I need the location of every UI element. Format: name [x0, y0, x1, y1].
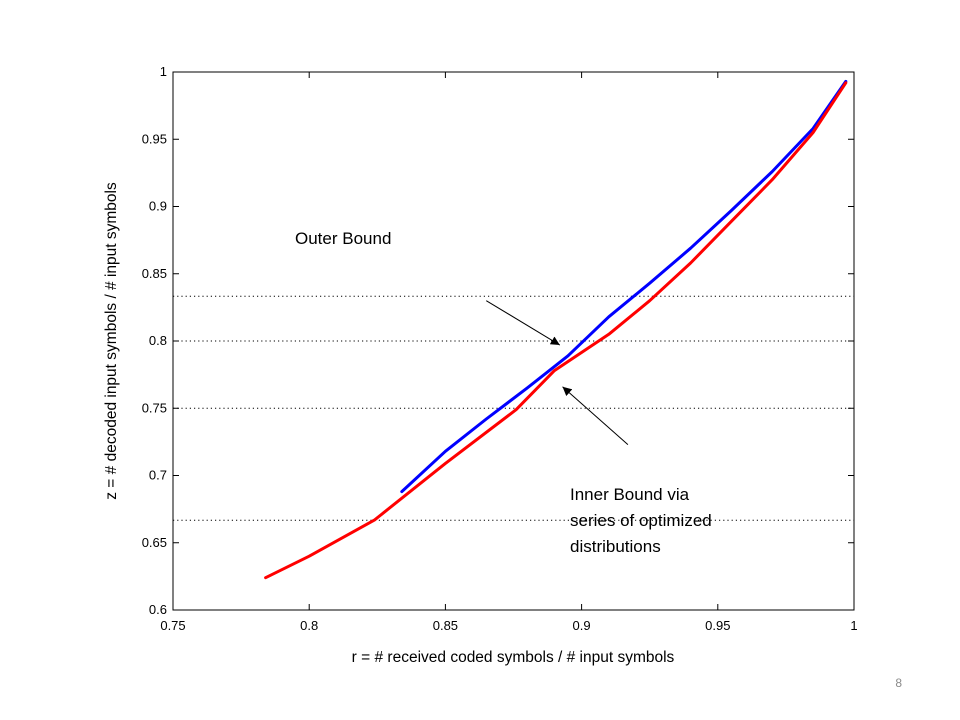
- y-tick-label: 0.65: [142, 535, 167, 550]
- slide-page-number: 8: [895, 676, 902, 690]
- y-tick-label: 0.8: [149, 333, 167, 348]
- y-axis-label: z = # decoded input symbols / # input sy…: [103, 182, 120, 500]
- series-line-1: [264, 81, 848, 580]
- annotation-text-1: distributions: [570, 537, 661, 556]
- y-tick-label: 1: [160, 64, 167, 79]
- x-tick-label: 1: [850, 618, 857, 633]
- annotation-text-1: series of optimized: [570, 511, 712, 530]
- x-tick-label: 0.8: [300, 618, 318, 633]
- y-tick-label: 0.9: [149, 199, 167, 214]
- x-tick-label: 0.9: [573, 618, 591, 633]
- y-tick-label: 0.6: [149, 602, 167, 617]
- x-tick-label: 0.75: [160, 618, 185, 633]
- annotation-arrow-1: [562, 386, 629, 445]
- y-tick-label: 0.85: [142, 266, 167, 281]
- annotation-text-0: Outer Bound: [295, 229, 391, 248]
- x-tick-label: 0.95: [705, 618, 730, 633]
- y-tick-label: 0.75: [142, 400, 167, 415]
- annotation-arrow-0: [486, 300, 561, 346]
- x-axis-label: r = # received coded symbols / # input s…: [352, 649, 675, 666]
- annotation-text-1: Inner Bound via: [570, 485, 690, 504]
- y-tick-label: 0.95: [142, 131, 167, 146]
- series-line-0: [400, 79, 848, 494]
- x-tick-label: 0.85: [433, 618, 458, 633]
- y-tick-label: 0.7: [149, 468, 167, 483]
